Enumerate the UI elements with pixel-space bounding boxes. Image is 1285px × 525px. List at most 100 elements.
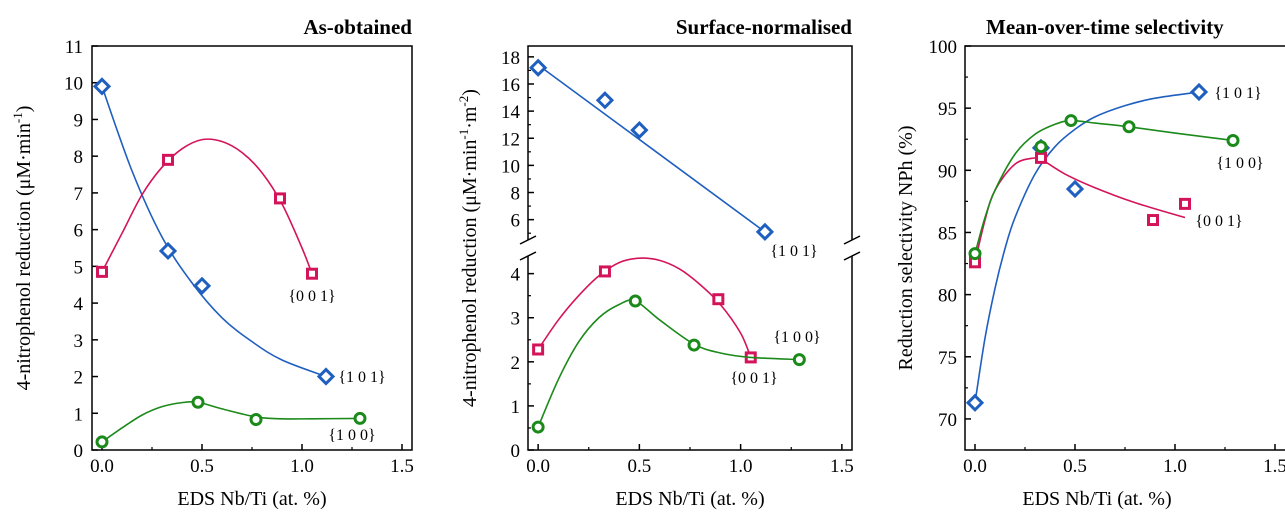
y-axis-label: 4-nitrophenol reduction (μM·min-1) <box>10 106 35 391</box>
data-point-square <box>1147 214 1159 227</box>
y-tick-label: 90 <box>938 161 957 182</box>
x-axis-label: EDS Nb/Ti (at. %) <box>177 488 326 510</box>
series-curve-0 <box>101 86 327 378</box>
data-point-diamond <box>965 393 985 412</box>
data-point-square <box>532 343 545 356</box>
y-tick-label: 75 <box>938 348 957 369</box>
y-tick-label: 4 <box>74 294 84 315</box>
data-point-circle <box>1034 140 1048 154</box>
y-tick-label: 3 <box>511 309 521 330</box>
series-curve-1 <box>537 257 752 358</box>
data-point-diamond <box>595 91 615 110</box>
x-tick-label: 1.0 <box>729 456 753 477</box>
data-point-diamond <box>529 58 548 77</box>
series-curve-2 <box>974 119 1234 254</box>
x-tick-label: 1.0 <box>1163 456 1187 477</box>
series-label-101: {1 0 1} <box>338 369 385 386</box>
y-tick-label: 1 <box>511 397 521 418</box>
y-axis-label: Reduction selectivity NPh (%) <box>895 126 917 371</box>
data-point-circle <box>191 395 205 409</box>
data-point-circle <box>531 420 545 434</box>
series-label-101: {1 0 1} <box>1214 85 1261 102</box>
y-tick-label: 10 <box>64 74 83 95</box>
data-point-diamond <box>630 120 649 140</box>
y-tick-label: 6 <box>511 211 521 232</box>
series-label-100: {1 0 0} <box>328 427 375 444</box>
series-label-100: {1 0 0} <box>1216 155 1263 172</box>
y-axis-label-part: ) <box>459 89 481 96</box>
y-tick-label: 80 <box>938 286 957 307</box>
y-tick-label: 3 <box>74 331 84 352</box>
series-curve-1 <box>101 138 313 275</box>
y-axis-label-tail: ) <box>13 106 35 113</box>
y-axis-label-main: 4-nitrophenol reduction (μM·min <box>13 123 35 390</box>
data-point-square <box>162 153 174 166</box>
series-curve-0 <box>974 91 1200 403</box>
x-tick-label: 0.5 <box>190 456 214 477</box>
y-tick-label: 16 <box>501 75 520 96</box>
chart-title: Mean-over-time selectivity <box>986 15 1224 39</box>
y-tick-label: 100 <box>929 37 958 58</box>
plot-frame-lower <box>527 256 853 451</box>
data-point-circle <box>968 247 982 261</box>
data-point-square <box>1035 151 1047 164</box>
data-point-square <box>598 265 611 278</box>
y-tick-label: 6 <box>74 221 84 242</box>
data-point-circle <box>687 338 701 352</box>
y-tick-label: 85 <box>938 223 957 244</box>
axis-break-mark <box>843 235 861 245</box>
y-tick-label: 18 <box>501 48 520 69</box>
y-axis-label-part: -2 <box>456 96 471 107</box>
data-point-circle <box>249 413 263 427</box>
series-curve-0 <box>537 64 766 233</box>
series-label-001: {0 0 1} <box>1195 213 1242 230</box>
y-tick-label: 8 <box>74 147 84 168</box>
y-tick-label: 10 <box>501 156 520 177</box>
y-axis-label-sup: -1 <box>10 112 25 123</box>
data-point-circle <box>792 353 806 367</box>
y-axis-label-part: -1 <box>456 129 471 140</box>
axis-break-mark <box>843 251 861 261</box>
data-point-diamond <box>755 222 775 241</box>
data-point-diamond <box>158 241 178 261</box>
axis-break-mark <box>519 235 537 245</box>
series-label-100: {1 0 0} <box>773 329 820 346</box>
x-axis-label: EDS Nb/Ti (at. %) <box>1022 488 1171 510</box>
data-point-diamond <box>92 77 112 96</box>
data-point-square <box>712 293 725 306</box>
y-tick-label: 7 <box>74 184 84 205</box>
y-axis-label: 4-nitrophenol reduction (μM·min-1·m-2) <box>456 89 481 407</box>
data-point-circle <box>1226 133 1240 147</box>
y-tick-label: 70 <box>938 410 957 431</box>
data-point-diamond <box>1189 82 1209 102</box>
y-tick-label: 9 <box>74 110 84 131</box>
x-tick-label: 0.5 <box>1063 456 1087 477</box>
series-curve-2 <box>101 400 361 443</box>
plot-frame <box>964 45 1285 451</box>
x-tick-label: 0.5 <box>628 456 652 477</box>
y-tick-label: 2 <box>74 368 84 389</box>
chart-title: Surface-normalised <box>676 15 852 39</box>
x-tick-label: 0.0 <box>526 456 550 477</box>
series-label-001: {0 0 1} <box>288 288 335 305</box>
y-tick-label: 2 <box>511 353 521 374</box>
y-tick-label: 11 <box>65 37 83 58</box>
data-point-diamond <box>192 276 212 295</box>
plot-frame-upper <box>527 45 853 240</box>
series-label-001: {0 0 1} <box>730 370 777 387</box>
data-point-circle <box>1122 120 1136 134</box>
axis-break-mark <box>519 251 537 261</box>
y-tick-label: 14 <box>501 102 521 123</box>
y-tick-label: 0 <box>74 441 84 462</box>
data-point-circle <box>95 435 109 449</box>
y-tick-label: 4 <box>511 265 521 286</box>
data-point-square <box>274 192 286 205</box>
x-tick-label: 1.0 <box>290 456 314 477</box>
x-tick-label: 0.0 <box>90 456 114 477</box>
data-point-square <box>306 267 318 280</box>
y-tick-label: 0 <box>511 441 521 462</box>
data-point-diamond <box>316 367 336 386</box>
y-tick-label: 95 <box>938 99 957 120</box>
